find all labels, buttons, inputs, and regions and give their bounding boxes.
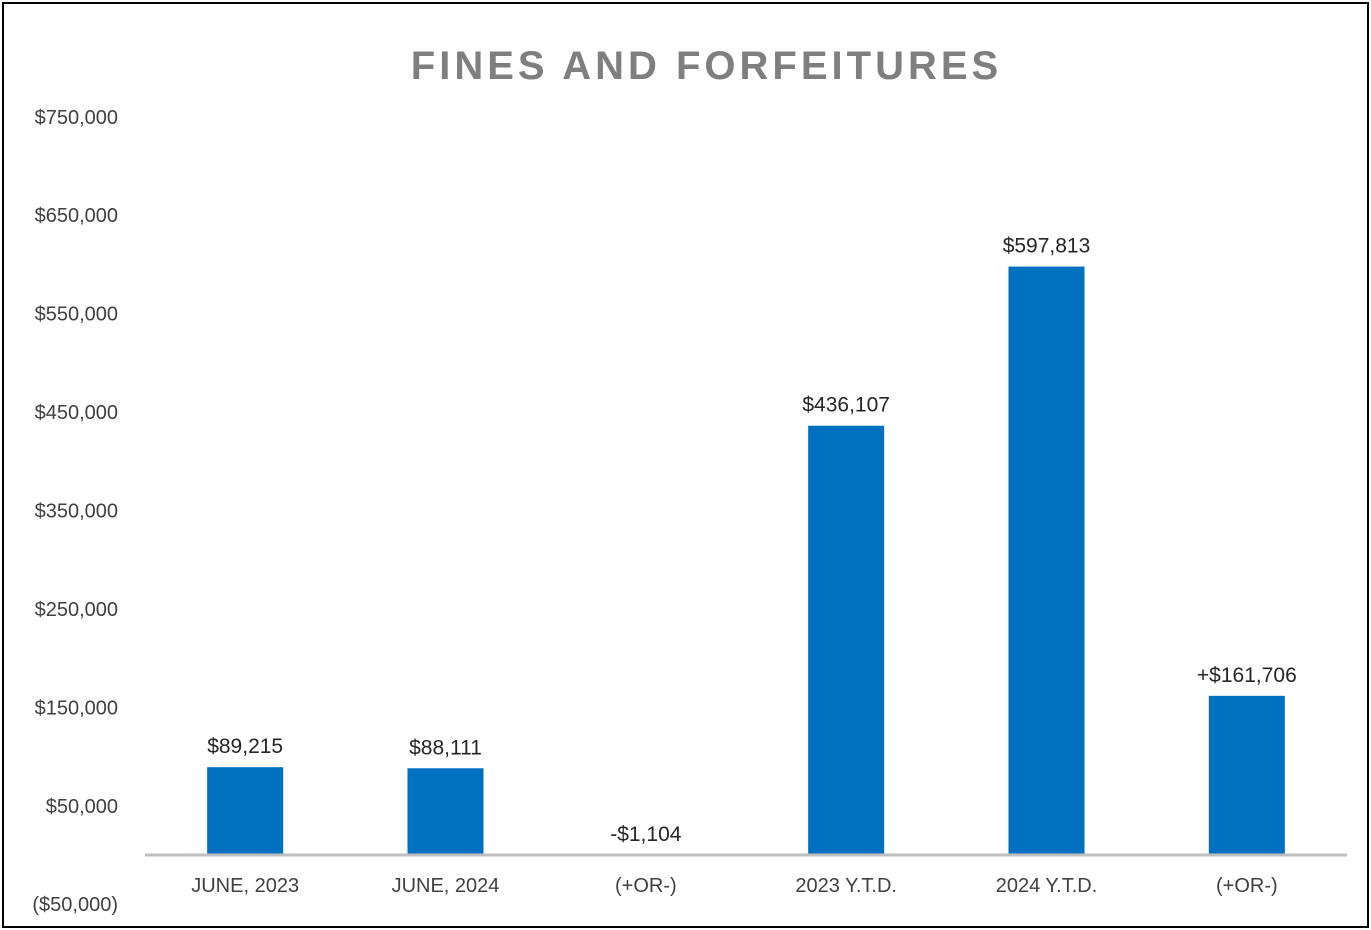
x-tick-label: JUNE, 2023 xyxy=(191,875,299,897)
y-tick-label: $350,000 xyxy=(35,501,118,523)
y-tick-label: $150,000 xyxy=(35,697,118,719)
bar xyxy=(207,767,284,855)
bar xyxy=(1008,266,1085,856)
data-label: $597,813 xyxy=(1003,235,1091,258)
x-tick-label: (+OR-) xyxy=(1216,875,1278,897)
data-label: -$1,104 xyxy=(610,823,682,846)
y-tick-label: $750,000 xyxy=(35,107,118,129)
y-tick-label: $250,000 xyxy=(35,599,118,621)
y-tick-label: $450,000 xyxy=(35,402,118,424)
bar xyxy=(808,425,885,855)
bar xyxy=(407,768,484,855)
bar xyxy=(1208,695,1285,855)
chart-title: FINES AND FORFEITURES xyxy=(410,44,1003,88)
data-label: $89,215 xyxy=(207,735,283,758)
x-tick-label: 2024 Y.T.D. xyxy=(996,875,1098,897)
y-tick-label: ($50,000) xyxy=(32,894,118,916)
y-tick-label: $550,000 xyxy=(35,304,118,326)
data-label: $436,107 xyxy=(802,394,890,417)
data-label: $88,111 xyxy=(409,736,482,759)
x-tick-label: JUNE, 2024 xyxy=(392,875,500,897)
y-tick-label: $50,000 xyxy=(46,796,118,818)
data-label: +$161,706 xyxy=(1197,664,1297,687)
x-tick-label: 2023 Y.T.D. xyxy=(795,875,897,897)
y-tick-label: $650,000 xyxy=(35,205,118,227)
x-tick-label: (+OR-) xyxy=(615,875,677,897)
